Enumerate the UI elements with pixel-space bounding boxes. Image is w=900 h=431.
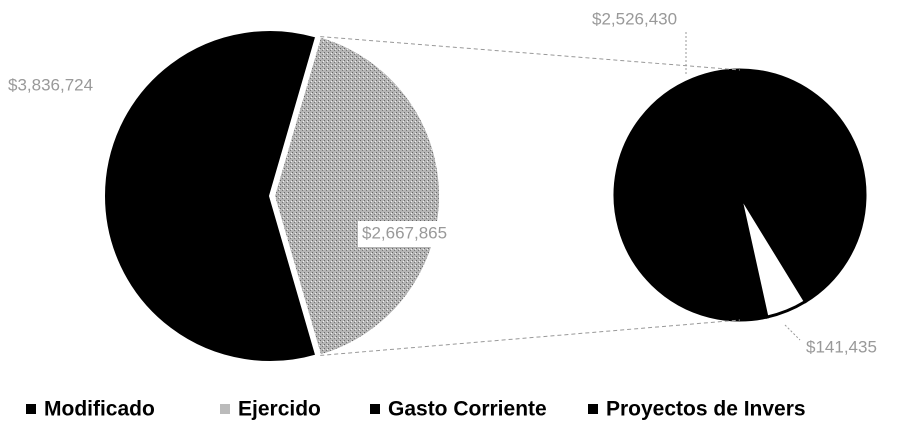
pie-slice bbox=[272, 35, 442, 357]
data-label: $3,836,724 bbox=[8, 75, 93, 94]
data-label: $2,667,865 bbox=[362, 223, 447, 242]
legend-label: Modificado bbox=[44, 398, 155, 421]
leader bbox=[784, 324, 801, 341]
legend-marker bbox=[26, 404, 36, 414]
legend-label: Gasto Corriente bbox=[388, 398, 547, 421]
pie-slice bbox=[103, 29, 318, 363]
legend-label: Ejercido bbox=[238, 398, 321, 421]
legend-marker bbox=[370, 404, 380, 414]
label-box bbox=[358, 221, 476, 247]
legend-marker bbox=[220, 404, 230, 414]
connector bbox=[320, 36, 741, 71]
data-label: $141,435 bbox=[806, 337, 877, 356]
pie-slice bbox=[738, 194, 808, 319]
data-label: $2,526,430 bbox=[592, 9, 677, 28]
connector bbox=[320, 319, 741, 356]
legend-marker bbox=[588, 404, 598, 414]
legend-label: Proyectos de Invers bbox=[606, 398, 806, 421]
